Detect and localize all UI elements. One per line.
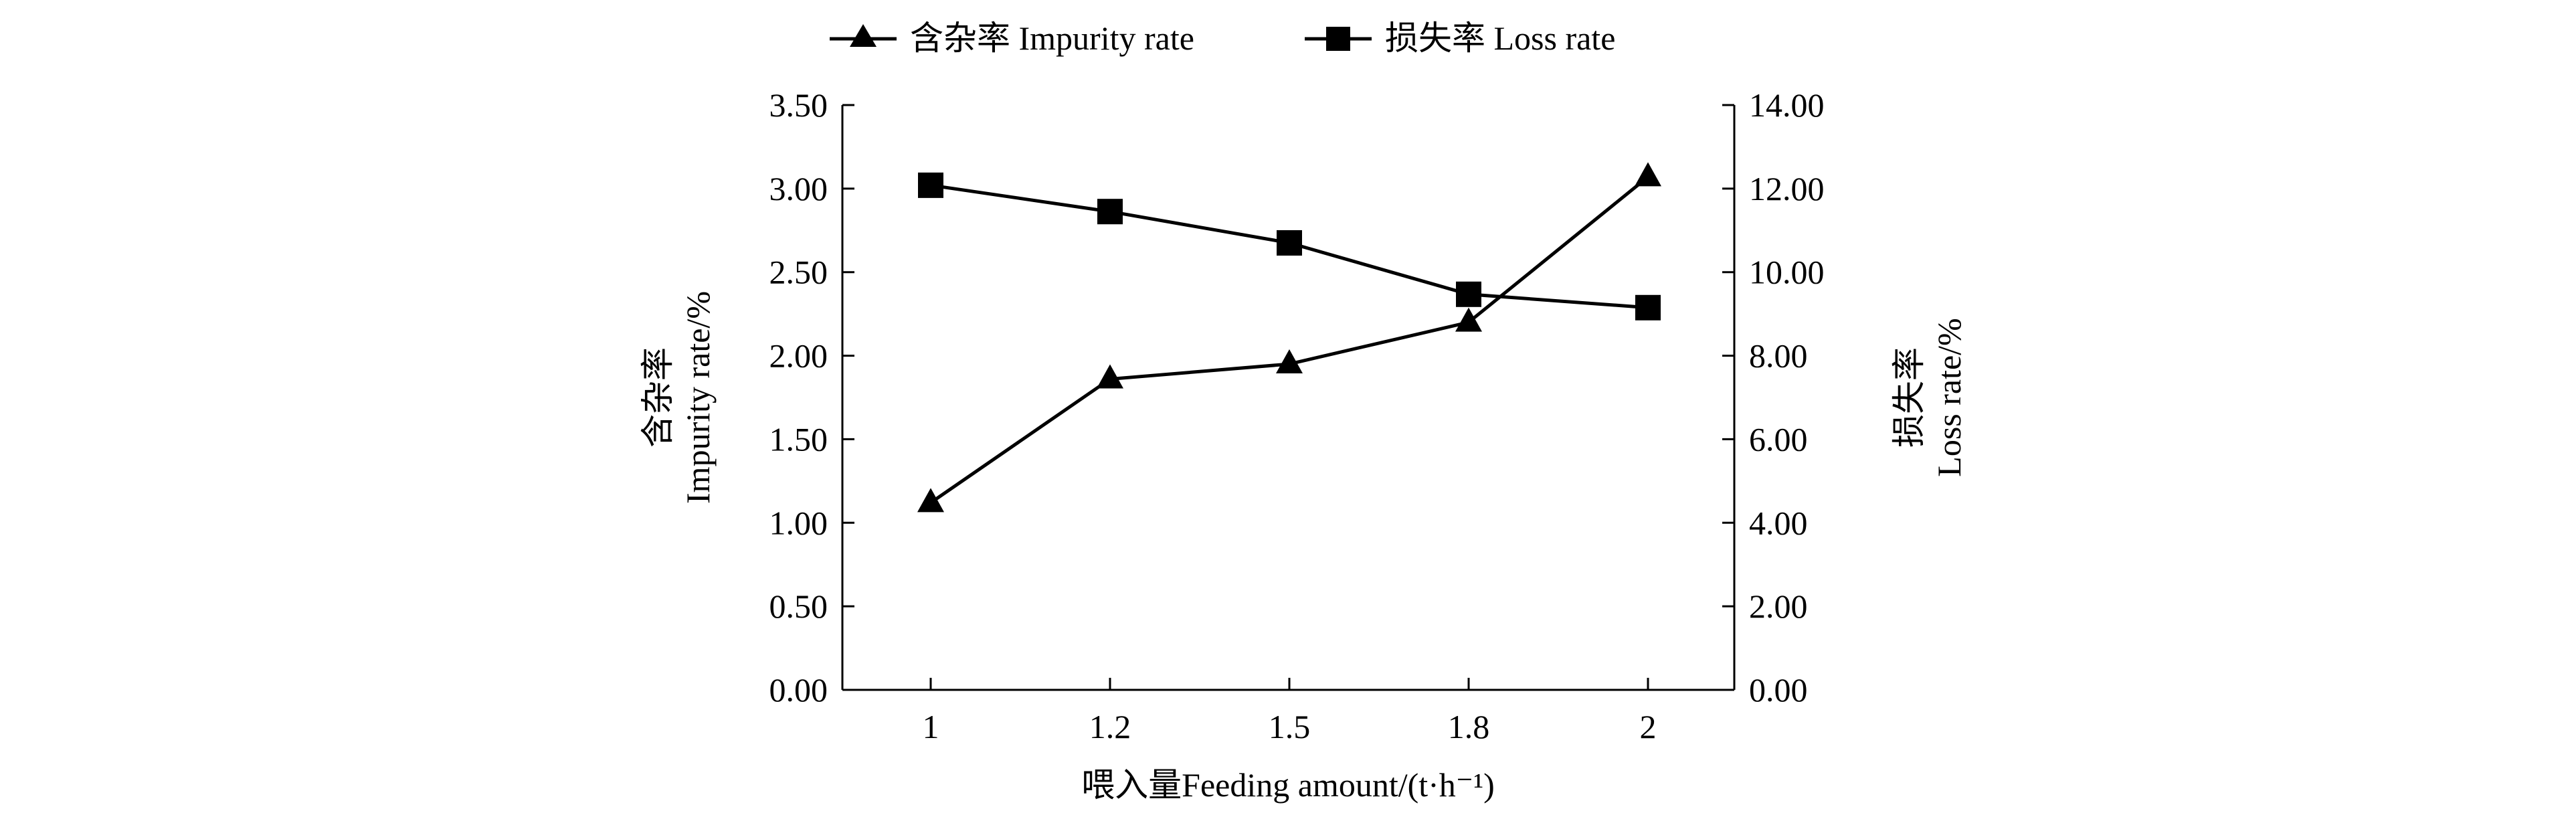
impurity-point [917,488,944,513]
right-axis-label-cn: 损失率 [1890,347,1928,448]
left-tick-label: 0.50 [769,587,828,625]
left-tick-label: 2.50 [769,254,828,291]
impurity-point [1097,364,1123,389]
left-axis-label-cn: 含杂率 [639,347,676,448]
legend-label-loss: 损失率 Loss rate [1385,19,1615,57]
axes [841,104,1736,691]
right-axis-label-en: Loss rate/% [1930,318,1968,476]
triangle-marker-icon [850,24,877,47]
loss-point [918,172,943,198]
right-tick-label: 14.00 [1749,86,1825,124]
legend: 含杂率 Impurity rate 损失率 Loss rate [830,19,1615,57]
impurity-point [1276,349,1303,374]
right-tick-label: 2.00 [1749,587,1808,625]
legend-item-impurity: 含杂率 Impurity rate [830,19,1194,57]
right-axis-label: 损失率 Loss rate/% [1890,318,1968,476]
right-tick-label: 8.00 [1749,337,1808,375]
left-tick-label: 0.00 [769,671,828,709]
left-tick-label: 3.00 [769,170,828,207]
right-tick-label: 4.00 [1749,504,1808,541]
right-tick-label: 0.00 [1749,671,1808,709]
right-tick-label: 6.00 [1749,420,1808,458]
x-tick-label: 1 [923,708,939,745]
x-tick-label: 2 [1640,708,1657,745]
square-marker-icon [1326,27,1350,51]
legend-label-impurity: 含杂率 Impurity rate [910,19,1194,57]
impurity-point [1635,162,1661,187]
x-tick-label: 1.5 [1269,708,1311,745]
legend-item-loss: 损失率 Loss rate [1305,19,1615,57]
left-tick-label: 1.00 [769,504,828,541]
left-axis-label-en: Impurity rate/% [679,291,717,504]
series-lines [929,175,1649,505]
right-tick-label: 12.00 [1749,170,1825,207]
x-tick-label: 1.8 [1448,708,1490,745]
tick-labels: 0.00 0.50 1.00 1.50 2.00 2.50 3.00 3.50 0.00 2.00… [769,86,1825,745]
loss-point [1635,294,1661,321]
impurity-point [1455,307,1482,332]
loss-point [1456,281,1481,307]
left-tick-label: 3.50 [769,86,828,124]
loss-point [1277,230,1302,256]
x-axis-label: 喂入量Feeding amount/(t·h⁻¹) [1081,766,1495,804]
x-tick-label: 1.2 [1089,708,1131,745]
left-tick-label: 1.50 [769,420,828,458]
left-tick-label: 2.00 [769,337,828,375]
series-markers [917,162,1661,513]
left-axis-label: 含杂率 Impurity rate/% [639,291,717,504]
series-line-impurity [929,175,1649,505]
loss-point [1097,199,1123,225]
right-tick-label: 10.00 [1749,254,1825,291]
